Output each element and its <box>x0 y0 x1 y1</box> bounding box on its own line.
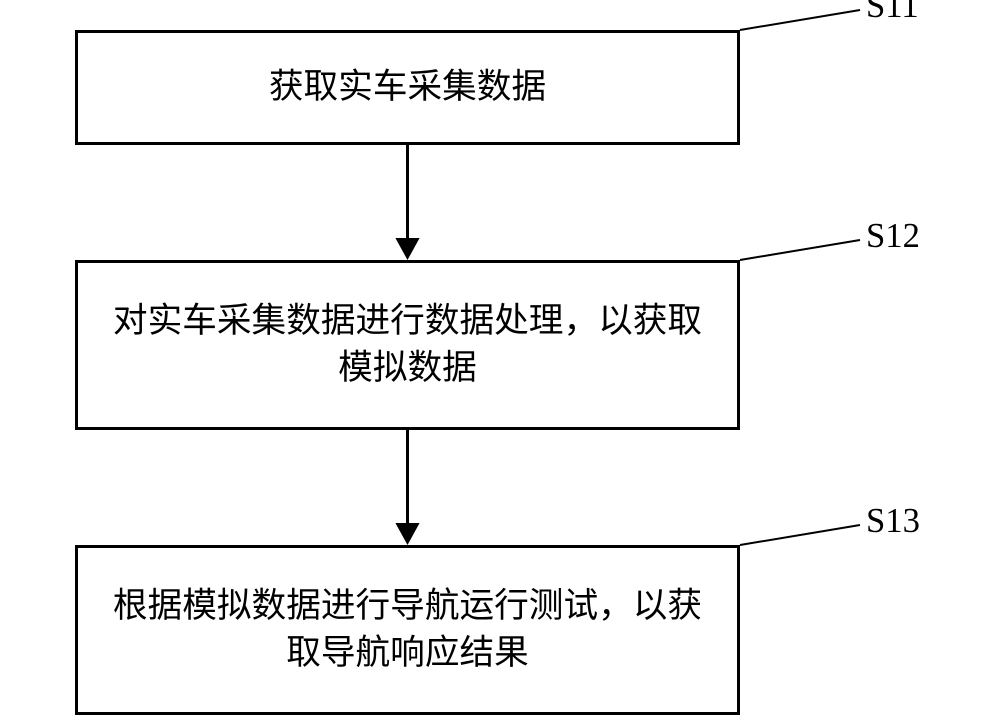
flowchart-node-s12-text: 对实车采集数据进行数据处理，以获取模拟数据 <box>100 298 715 392</box>
step-label-s13-text: S13 <box>866 502 920 540</box>
step-label-s13: S13 <box>866 502 920 541</box>
flowchart-node-s11-text: 获取实车采集数据 <box>269 64 546 111</box>
flowchart-node-s12: 对实车采集数据进行数据处理，以获取模拟数据 <box>75 260 740 430</box>
flowchart-canvas: 获取实车采集数据 对实车采集数据进行数据处理，以获取模拟数据 根据模拟数据进行导… <box>0 0 1000 725</box>
step-label-s12-text: S12 <box>866 217 920 255</box>
step-label-s12: S12 <box>866 217 920 256</box>
flowchart-node-s11: 获取实车采集数据 <box>75 30 740 145</box>
flowchart-node-s13: 根据模拟数据进行导航运行测试，以获取导航响应结果 <box>75 545 740 715</box>
flowchart-node-s13-text: 根据模拟数据进行导航运行测试，以获取导航响应结果 <box>100 583 715 677</box>
step-label-s11: S11 <box>866 0 919 26</box>
step-label-s11-text: S11 <box>866 0 919 25</box>
